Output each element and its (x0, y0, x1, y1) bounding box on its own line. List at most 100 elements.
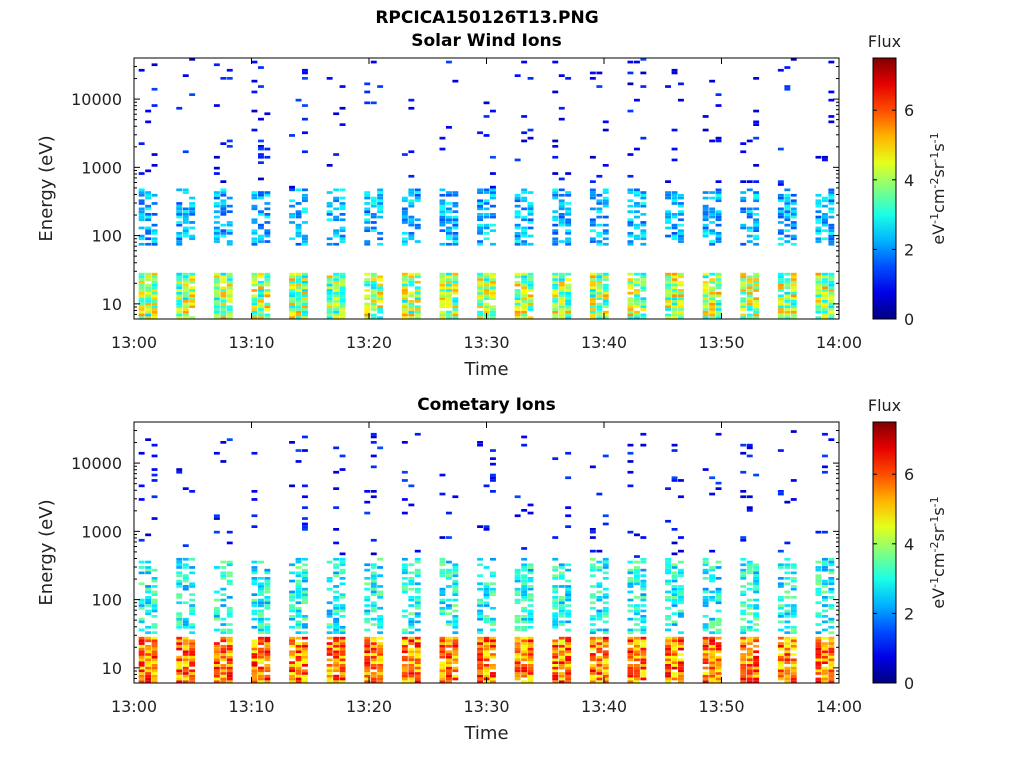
panel-1-heatmap-cell (333, 234, 340, 238)
panel-2-heatmap-cell (401, 644, 408, 648)
panel-1-heatmap-cell (220, 275, 227, 279)
panel-1-heatmap-cell (634, 215, 640, 219)
panel-1-heatmap-cell (678, 291, 684, 295)
panel-2-heatmap-cell (777, 653, 784, 656)
panel-1-heatmap-cell (740, 316, 747, 319)
panel-2-heatmap-cell (784, 612, 791, 615)
panel-2-heatmap-cell (822, 680, 828, 683)
panel-1-heatmap-cell (251, 272, 258, 276)
panel-2-heatmap-cell (213, 661, 220, 664)
panel-2-heatmap-cell (302, 677, 308, 681)
panel-2-heatmap-cell (339, 655, 346, 659)
panel-1-heatmap-cell (220, 207, 227, 211)
panel-2-heatmap-cell (370, 617, 377, 621)
panel-1-heatmap-cell (414, 286, 421, 290)
panel-2-heatmap-cell (678, 536, 684, 539)
panel-2-heatmap-cell (565, 655, 572, 659)
panel-1-heatmap-cell (213, 237, 220, 241)
panel-1-heatmap-cell (490, 280, 496, 284)
panel-2-heatmap-cell (565, 666, 572, 670)
panel-2-heatmap-cell (753, 680, 760, 683)
panel-1-heatmap-cell (552, 316, 559, 319)
panel-2-heatmap-cell (477, 615, 483, 618)
panel-2-heatmap-cell (784, 582, 791, 586)
panel-1-heatmap-cell (596, 275, 603, 279)
panel-2-heatmap-cell (490, 653, 496, 656)
panel-2-heatmap-cell (295, 612, 302, 615)
panel-1-heatmap-cell (176, 305, 183, 309)
panel-1-heatmap-cell (401, 207, 408, 211)
panel-1-heatmap-cell (176, 188, 183, 192)
panel-1-heatmap-cell (784, 294, 791, 298)
panel-2-heatmap-cell (678, 680, 684, 683)
panel-1-heatmap-cell (828, 302, 835, 306)
panel-1-heatmap-cell (514, 242, 521, 246)
panel-2-heatmap-cell (251, 664, 258, 667)
panel-2-heatmap-cell (326, 631, 333, 634)
panel-2-heatmap-cell (715, 669, 722, 673)
panel-1-heatmap-cell (602, 289, 609, 292)
panel-2-heatmap-cell (521, 655, 528, 659)
panel-2-heatmap-cell (665, 644, 671, 648)
panel-1-heatmap-cell (289, 316, 295, 319)
panel-2-heatmap-cell (138, 538, 145, 542)
panel-1-heatmap-cell (289, 215, 295, 219)
panel-1-heatmap-cell (828, 229, 835, 232)
panel-2-heatmap-cell (295, 658, 302, 662)
panel-1-heatmap-cell (640, 300, 647, 303)
panel-1-heatmap-cell (828, 98, 835, 102)
panel-2-heatmap-cell (552, 557, 559, 561)
panel-1-heatmap-cell (189, 305, 196, 309)
panel-2-heatmap-cell (521, 568, 528, 572)
panel-1-heatmap-cell (377, 310, 384, 314)
panel-2-heatmap-cell (213, 669, 220, 673)
panel-2-heatmap-cell (596, 560, 603, 564)
panel-1-heatmap-cell (295, 275, 302, 279)
panel-2-heatmap-cell (302, 435, 308, 439)
panel-2-heatmap-cell (753, 661, 760, 664)
panel-2-heatmap-cell (665, 661, 671, 664)
panel-2-heatmap-cell (182, 680, 189, 683)
panel-2-heatmap-cell (627, 560, 634, 564)
panel-1-heatmap-cell (589, 218, 596, 222)
panel-2-heatmap-cell (439, 574, 446, 577)
panel-1-heatmap-cell (145, 313, 152, 317)
panel-2-heatmap-cell (634, 617, 640, 621)
panel-1-heatmap-cell (213, 272, 220, 276)
panel-1-heatmap-cell (289, 283, 295, 287)
panel-2-heatmap-cell (740, 593, 747, 596)
panel-2-heatmap-cell (302, 506, 308, 509)
panel-2-heatmap-cell (815, 601, 822, 605)
panel-1-heatmap-cell (671, 278, 678, 281)
panel-1-heatmap-cell (740, 278, 747, 281)
panel-2-heatmap-cell (145, 658, 152, 662)
panel-1-heatmap-cell (289, 275, 295, 279)
panel-2-heatmap-cell (746, 506, 753, 509)
panel-1-heatmap-cell (627, 218, 634, 222)
panel-1-heatmap-cell (302, 240, 308, 243)
panel-2-heatmap-cell (596, 492, 603, 496)
panel-2-heatmap-cell (634, 655, 640, 659)
panel-2-heatmap-cell (339, 666, 346, 670)
panel-2-heatmap-cell (671, 623, 678, 626)
panel-1-heatmap-cell (326, 204, 333, 208)
panel-2-heatmap-cell (627, 598, 634, 602)
panel-1-heatmap-cell (815, 278, 822, 281)
panel-2-heatmap-cell (138, 644, 145, 648)
panel-1-heatmap-cell (138, 218, 145, 222)
panel-1-heatmap-cell (828, 242, 835, 246)
panel-1-heatmap-cell (715, 280, 722, 284)
panel-2-heatmap-cell (634, 560, 640, 564)
panel-1-heatmap-cell (521, 234, 528, 238)
panel-1-heatmap-cell (521, 191, 528, 194)
panel-2-heatmap-cell (777, 647, 784, 651)
panel-1-heatmap-cell (514, 310, 521, 314)
panel-2-heatmap-cell (671, 653, 678, 656)
panel-2-heatmap-cell (339, 625, 346, 629)
panel-1-heatmap-cell (552, 280, 559, 284)
panel-1-heatmap-cell (822, 158, 828, 162)
panel-1-heatmap-cell (364, 302, 371, 306)
panel-1-heatmap-cell (264, 232, 271, 235)
panel-1-heatmap-cell (709, 308, 716, 311)
panel-2-heatmap-cell (640, 443, 647, 447)
